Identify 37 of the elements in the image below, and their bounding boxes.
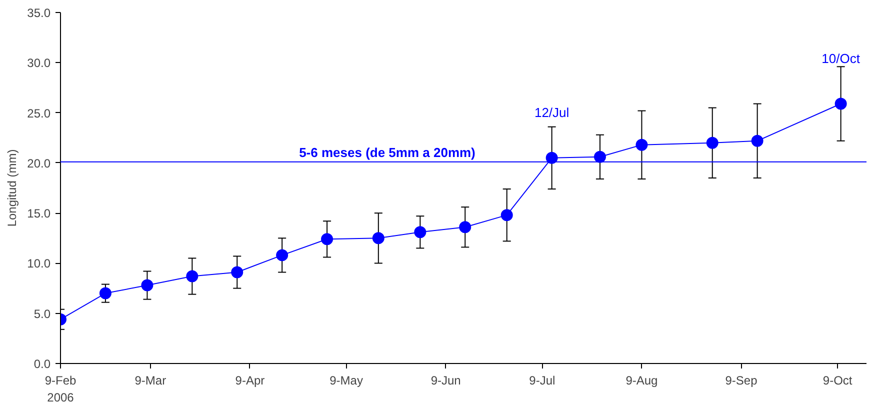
y-tick-label: 5.0 [34,306,51,321]
x-tick-label: 9-Jun [430,374,461,388]
point [141,279,154,292]
y-tick-label: 10.0 [27,256,51,271]
point [372,232,384,244]
x-tick-label: 9-May [330,374,363,388]
y-tick-label: 0.0 [34,357,51,371]
y-tick-label: 15.0 [27,206,51,221]
point [186,270,198,282]
ref-line-label: 5-6 meses (de 5mm a 20mm) [299,144,476,160]
x-tick-label: 9-Jul [529,374,556,388]
point [594,150,606,163]
point [546,152,558,164]
y-tick-label: 35.0 [27,6,51,20]
point [99,287,112,300]
x-tick-label: 9-Apr [235,374,265,388]
point [834,98,847,110]
point [706,136,718,149]
y-tick-label: 20.0 [27,156,51,170]
point [500,209,513,222]
y-tick-label: 30.0 [27,56,51,70]
point [414,226,426,238]
point [636,138,648,151]
x-tick-label: 9-Feb 2006 [44,374,76,404]
point [231,266,244,278]
x-tick-label: 9-Sep [725,374,758,388]
annotation: 12/Jul [534,104,570,120]
y-axis-title: Longitud (mm) [5,149,20,227]
annotation: 10/Oct [822,50,860,66]
point [751,134,764,147]
y-tick-label: 25.0 [27,106,51,120]
x-tick-label: 9-Oct [822,374,853,388]
point [276,249,288,262]
x-tick-label: 9-Mar [134,374,166,388]
point [321,233,334,246]
x-tick-label: 9-Aug [626,374,658,388]
point [459,221,472,234]
